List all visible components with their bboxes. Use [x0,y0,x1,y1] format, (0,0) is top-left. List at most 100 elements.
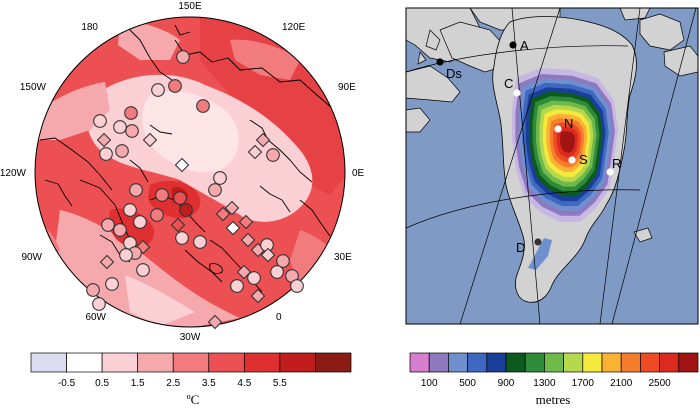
elevation-colorbar-swatch [601,352,622,373]
station-marker-circle [99,147,113,161]
temperature-colorbar: -0.5 0.5 1.5 2.5 3.5 4.5 5.5 ºC [30,352,352,407]
lon-label-150e: 150E [178,1,202,12]
elevation-colorbar-swatch [409,352,430,373]
station-marker-circle [86,283,100,297]
temperature-tick-label: 1.5 [131,378,145,389]
station-marker-circle [179,203,193,217]
lon-label-90e: 90E [338,82,356,93]
elevation-colorbar-swatch [659,352,680,373]
ice-elevation-band [560,131,576,153]
station-marker-circle [150,208,164,222]
lon-label-90w: 90W [21,252,42,263]
temperature-tick-label: -0.5 [58,378,76,389]
site-marker-a [509,41,517,49]
station-marker-diamond [224,200,240,216]
site-marker-r [606,168,614,176]
elevation-colorbar-swatch [640,352,660,373]
station-marker-circle [173,191,187,205]
station-marker-circle [290,279,304,293]
station-marker-diamond [174,157,190,173]
elevation-map-frame [405,7,699,325]
site-label-ds: Ds [446,66,462,81]
station-marker-circle [266,148,280,162]
elevation-colorbar-swatch [544,352,564,373]
station-marker-diamond [96,132,112,148]
station-marker-circle [155,188,169,202]
station-marker-diamond [260,247,276,263]
station-marker-diamond [238,214,254,230]
elevation-tick-label: 1700 [572,378,595,389]
elevation-colorbar-swatch [524,352,545,373]
land-mass [425,29,441,51]
site-marker-c [513,89,521,97]
station-marker-circle [270,265,284,279]
station-markers [86,50,304,330]
land-mass [633,227,653,243]
lon-label-180: 180 [81,22,98,33]
land-mass [406,65,461,103]
station-marker-circle [105,277,119,291]
site-label-d: D [516,240,525,255]
station-marker-circle [176,50,190,64]
elevation-tick-label: 1300 [533,378,556,389]
station-marker-circle [129,183,143,197]
station-marker-circle [276,254,290,268]
elevation-units: metres [536,392,571,407]
temperature-units: ºC [187,392,200,407]
temperature-colorbar-swatch [208,352,245,373]
elevation-tick-label: 100 [421,378,438,389]
station-marker-diamond [247,144,263,160]
lon-label-0: 0 [276,312,282,323]
lon-label-120e: 120E [282,22,306,33]
station-marker-diamond [250,288,266,304]
station-marker-diamond [236,264,252,280]
temperature-colorbar-swatch [279,352,316,373]
site-label-s: S [579,152,588,167]
site-marker-n [554,125,562,133]
elevation-tick-label: 500 [459,378,476,389]
station-marker-circle [247,271,261,285]
elevation-tick-label: 2100 [610,378,633,389]
station-marker-circle [93,114,107,128]
elevation-colorbar-swatch [428,352,449,373]
elevation-colorbar-swatch [505,352,526,373]
temperature-tick-label: 2.5 [166,378,180,389]
elevation-tick-label: 900 [498,378,515,389]
elevation-colorbar-swatch [448,352,468,373]
lon-label-30e: 30E [334,252,352,263]
elevation-colorbar-swatch [486,352,507,373]
lon-label-30w: 30W [180,332,201,343]
elevation-colorbar: 100 500 900 1300 1700 2100 2500 metres [409,352,699,407]
elevation-colorbar-swatch [620,352,641,373]
station-marker-circle [136,263,150,277]
site-marker-s [568,156,576,164]
station-marker-circle [124,106,138,120]
temperature-colorbar-swatch [101,352,139,373]
elevation-colorbar-swatch [467,352,488,373]
station-marker-diamond [99,254,115,270]
station-marker-diamond [240,232,256,248]
elevation-colorbar-swatch [678,352,699,373]
temperature-tick-label: 5.5 [273,378,287,389]
elevation-map: A Ds C N S R D [405,7,699,325]
land-mass [619,8,651,21]
site-label-a: A [520,38,529,53]
station-marker-circle [123,203,137,217]
station-marker-circle [113,120,127,134]
station-marker-circle [230,279,244,293]
station-marker-circle [213,171,227,185]
site-marker-d [534,238,542,246]
land-mass [406,107,431,133]
lon-label-60w: 60W [85,312,106,323]
elevation-tick-label: 2500 [648,378,671,389]
station-marker-circle [208,183,222,197]
temperature-colorbar-swatch [137,352,174,373]
station-marker-diamond [215,206,231,222]
station-marker-diamond [142,132,158,148]
station-marker-circle [196,99,210,113]
elevation-colorbar-swatch [582,352,603,373]
temperature-colorbar-swatch [172,352,210,373]
station-marker-circle [168,79,182,93]
land-mass [417,51,427,65]
